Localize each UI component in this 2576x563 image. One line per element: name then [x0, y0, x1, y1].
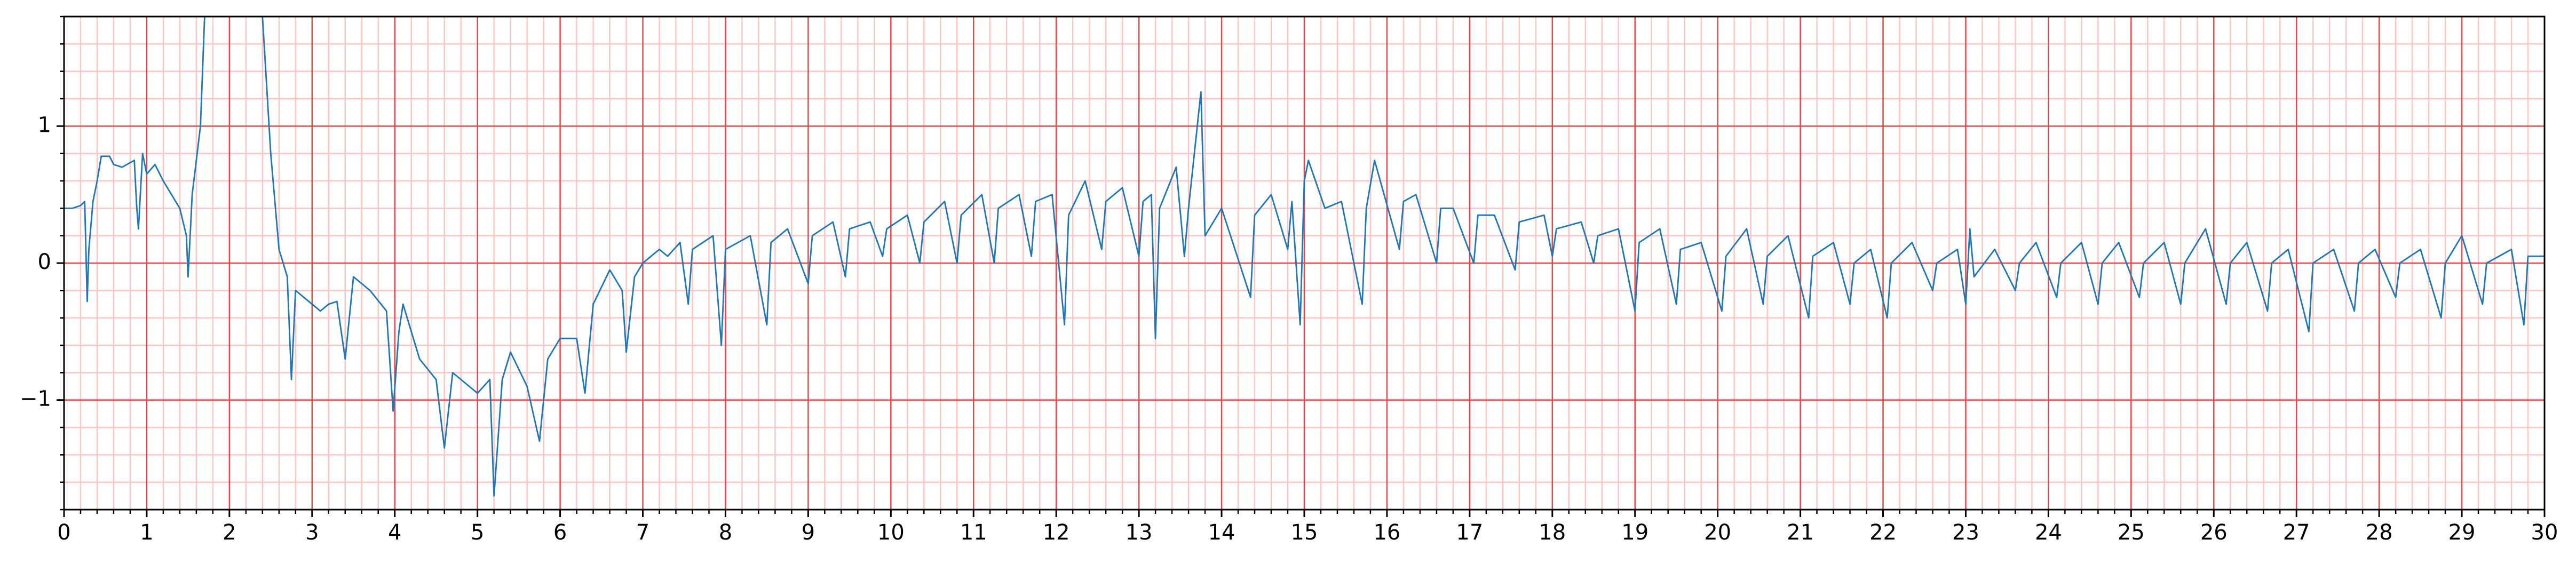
x-tick-label: 0 — [57, 520, 70, 545]
x-tick-label: 19 — [1621, 520, 1648, 545]
x-tick-label: 4 — [388, 520, 401, 545]
x-tick-label: 14 — [1208, 520, 1235, 545]
data-line — [64, 17, 2545, 497]
x-tick-label: 13 — [1125, 520, 1153, 545]
x-tick-label: 17 — [1456, 520, 1483, 545]
x-tick-label: 16 — [1373, 520, 1400, 545]
x-tick-label: 21 — [1787, 520, 1814, 545]
x-tick-label: 26 — [2200, 520, 2228, 545]
y-tick-label: 1 — [38, 113, 51, 137]
x-tick-label: 23 — [1952, 520, 1979, 545]
x-tick-label: 1 — [140, 520, 153, 545]
x-tick-label: 24 — [2035, 520, 2062, 545]
x-tick-label: 3 — [305, 520, 319, 545]
x-tick-label: 20 — [1704, 520, 1731, 545]
x-tick-label: 28 — [2366, 520, 2393, 545]
x-tick-label: 12 — [1043, 520, 1070, 545]
y-tick-label: 0 — [38, 250, 51, 274]
x-tick-label: 27 — [2283, 520, 2310, 545]
x-tick-label: 22 — [1869, 520, 1897, 545]
x-tick-label: 30 — [2531, 520, 2558, 545]
x-tick-label: 2 — [223, 520, 236, 545]
x-tick-label: 11 — [960, 520, 987, 545]
x-tick-label: 10 — [877, 520, 905, 545]
x-tick-label: 5 — [471, 520, 484, 545]
x-tick-label: 6 — [553, 520, 567, 545]
x-tick-label: 7 — [636, 520, 649, 545]
y-tick-label: −1 — [20, 387, 51, 411]
x-tick-label: 8 — [719, 520, 732, 545]
x-tick-label: 15 — [1291, 520, 1318, 545]
x-tick-label: 29 — [2448, 520, 2476, 545]
axes: 0 1 2 3 4 5 6 7 8 9 10 11 12 13 14 15 16 17 18 19 20 21 22 23 24… — [20, 15, 2558, 545]
x-tick-label: 9 — [802, 520, 815, 545]
x-tick-label: 18 — [1539, 520, 1566, 545]
x-tick-label: 25 — [2118, 520, 2145, 545]
plot-area — [64, 17, 2545, 497]
